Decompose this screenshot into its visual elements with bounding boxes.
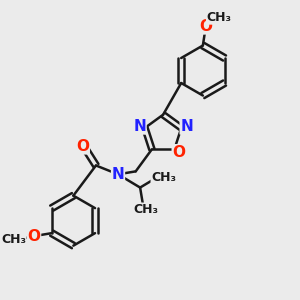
Text: O: O (28, 229, 40, 244)
Text: N: N (180, 119, 193, 134)
Text: N: N (133, 119, 146, 134)
Text: O: O (199, 19, 212, 34)
Text: CH₃: CH₃ (151, 171, 176, 184)
Text: O: O (172, 145, 185, 160)
Text: O: O (76, 139, 89, 154)
Text: CH₃: CH₃ (207, 11, 232, 24)
Text: CH₃: CH₃ (134, 203, 158, 216)
Text: CH₃: CH₃ (1, 232, 26, 245)
Text: N: N (112, 167, 124, 182)
